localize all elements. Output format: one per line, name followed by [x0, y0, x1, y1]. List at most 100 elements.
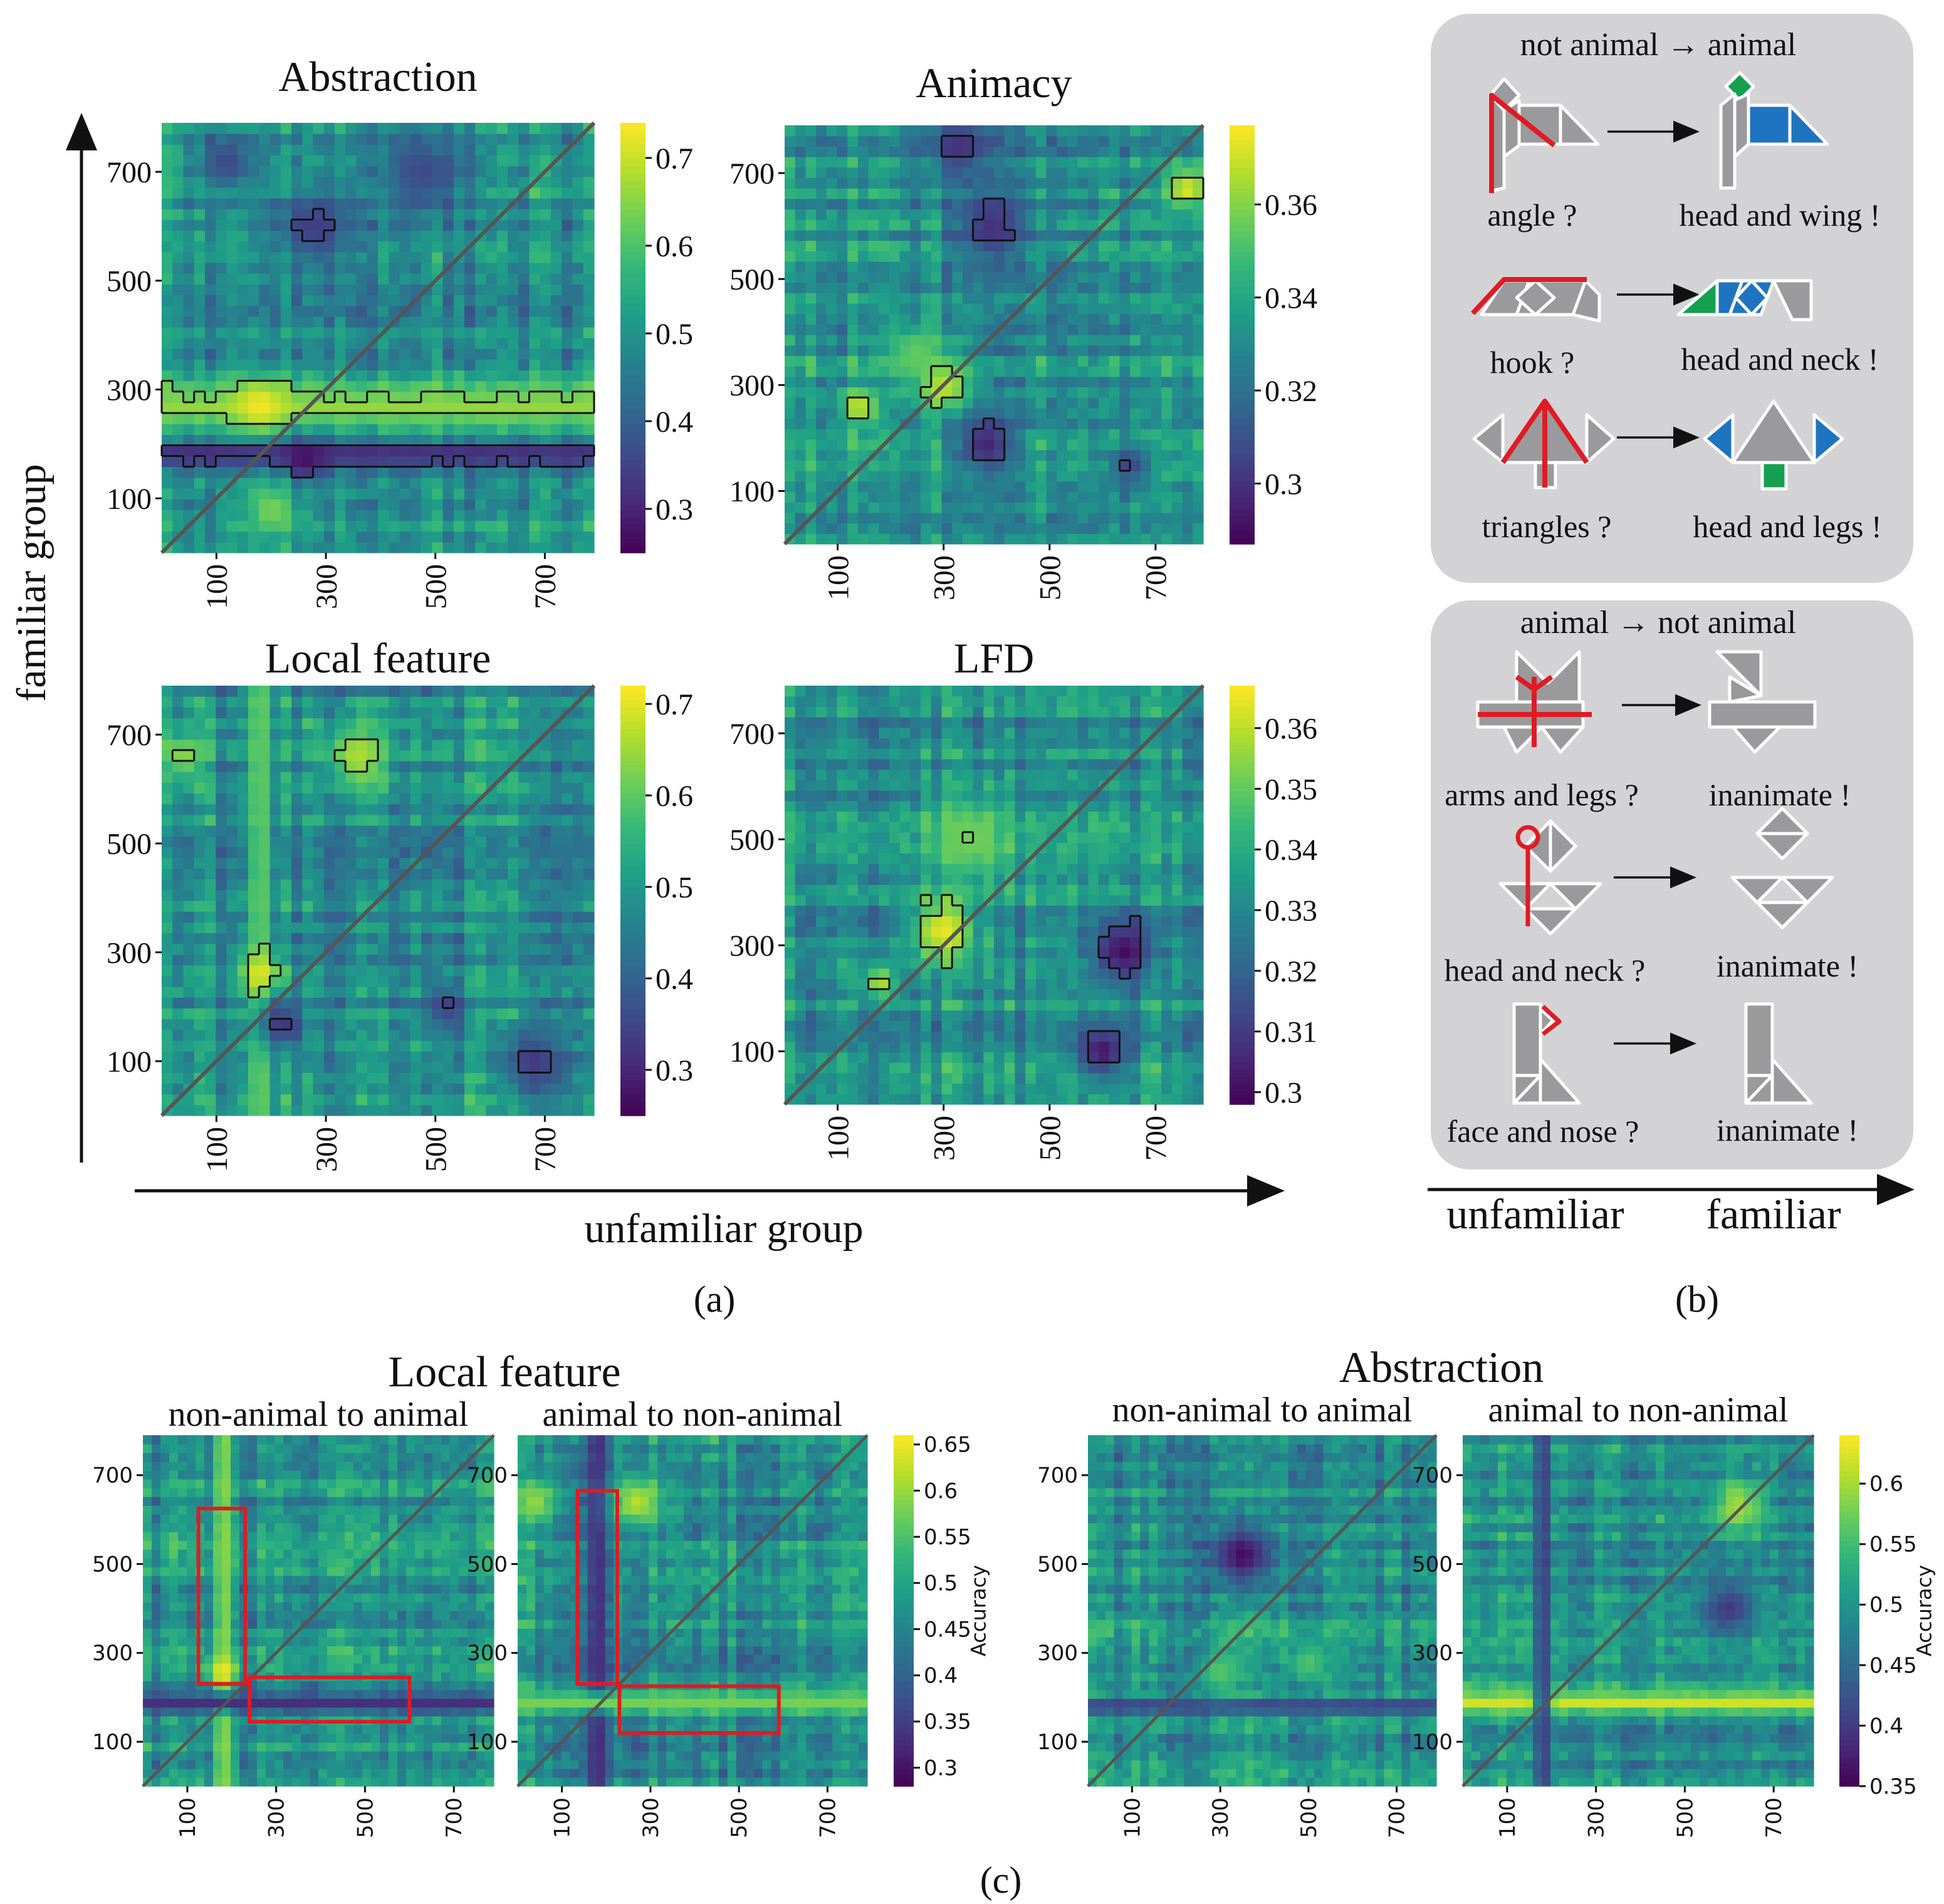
heatmap-cell — [378, 402, 389, 414]
heatmap-cell — [1036, 125, 1047, 136]
heatmap-cell — [1151, 303, 1162, 314]
heatmap-cell — [497, 836, 508, 847]
heatmap-cell — [443, 424, 454, 435]
heatmap-cell — [248, 761, 259, 772]
heatmap-cell — [454, 965, 465, 976]
heatmap-cell — [942, 419, 953, 429]
heatmap-cell — [983, 408, 994, 419]
heatmap-cell — [837, 261, 848, 272]
heatmap-cell — [184, 187, 195, 199]
heatmap-cell — [562, 219, 573, 231]
heatmap-cell — [184, 241, 195, 253]
heatmap-cell — [805, 471, 816, 481]
heatmap-cell — [400, 1094, 411, 1106]
heatmap-cell — [291, 133, 303, 145]
heatmap-cell — [302, 284, 313, 295]
heatmap-cell — [378, 825, 389, 837]
heatmap-cell — [1119, 136, 1130, 147]
heatmap-cell — [573, 446, 584, 457]
heatmap-cell — [291, 295, 303, 306]
heatmap-cell — [259, 1051, 270, 1062]
heatmap-cell — [302, 815, 313, 826]
heatmap-cell — [194, 348, 206, 360]
heatmap-cell — [324, 231, 335, 242]
colorbar-segment — [1230, 195, 1255, 202]
heatmap-cell — [573, 284, 584, 295]
heatmap-cell — [1047, 146, 1057, 157]
heatmap-cell — [1130, 335, 1141, 345]
heatmap-cell — [400, 219, 411, 231]
heatmap-cell — [162, 1084, 173, 1095]
heatmap-cell — [1172, 481, 1183, 492]
heatmap-cell — [816, 513, 827, 523]
panel-label-c: (c) — [980, 1860, 1022, 1901]
heatmap-cell — [942, 199, 953, 209]
heatmap-cell — [847, 355, 858, 366]
heatmap-cell — [530, 499, 541, 510]
heatmap-cell — [879, 533, 889, 544]
heatmap-cell — [1109, 125, 1120, 136]
heatmap-cell — [562, 944, 573, 955]
heatmap-cell — [785, 408, 795, 419]
heatmap-cell — [259, 1019, 270, 1030]
heatmap-cell — [942, 188, 953, 199]
heatmap-cell — [291, 434, 303, 446]
heatmap-cell — [1047, 251, 1057, 261]
heatmap-cell — [194, 965, 206, 976]
heatmap-cell — [1067, 219, 1078, 230]
heatmap-cell — [410, 1072, 422, 1084]
heatmap-cell — [973, 293, 984, 303]
heatmap-cell — [238, 772, 249, 783]
heatmap-cell — [313, 467, 325, 478]
colorbar-segment — [1230, 300, 1255, 307]
heatmap-cell — [1005, 345, 1015, 356]
colorbar-segment — [1230, 279, 1255, 286]
heatmap-cell — [1193, 314, 1203, 325]
heatmap-cell — [281, 478, 292, 489]
heatmap-cell — [238, 424, 249, 435]
heatmap-cell — [1141, 481, 1151, 492]
heatmap-cell — [324, 847, 335, 858]
heatmap-cell — [205, 446, 216, 457]
heatmap-cell — [551, 456, 562, 468]
heatmap-cell — [486, 284, 498, 295]
heatmap-cell — [497, 847, 508, 858]
heatmap-cell — [1161, 502, 1172, 513]
heatmap-cell — [443, 284, 454, 295]
heatmap-cell — [963, 251, 973, 261]
heatmap-0: Abstraction100300500700100 300 500 7000.30.… — [107, 53, 693, 609]
heatmap-cell — [827, 450, 837, 461]
heatmap-cell — [952, 502, 963, 513]
heatmap-cell — [205, 825, 216, 837]
heatmap-cell — [238, 922, 249, 933]
heatmap-cell — [389, 219, 400, 231]
heatmap-cell — [879, 366, 889, 377]
colorbar-segment — [1230, 265, 1255, 273]
heatmap-cell — [443, 348, 454, 360]
heatmap-cell — [1119, 303, 1130, 314]
heatmap-cell — [827, 460, 837, 471]
heatmap-cell — [573, 155, 584, 166]
heatmap-cell — [952, 439, 963, 450]
heatmap-cell — [184, 155, 195, 166]
heatmap-cell — [551, 933, 562, 944]
heatmap-cell — [464, 531, 476, 543]
heatmap-cell — [281, 1051, 292, 1062]
heatmap-cell — [389, 263, 400, 274]
heatmap-cell — [162, 933, 173, 944]
heatmap-cell — [281, 901, 292, 912]
heatmap-cell — [816, 167, 827, 178]
heatmap-cell — [583, 1019, 595, 1030]
colorbar-segment — [620, 331, 645, 338]
heatmap-cell — [900, 157, 911, 167]
heatmap-cell — [952, 303, 963, 314]
heatmap-cell — [172, 804, 184, 815]
heatmap-cell — [421, 219, 432, 231]
heatmap-cell — [837, 355, 848, 366]
heatmap-cell — [432, 933, 443, 944]
heatmap-cell — [518, 815, 530, 826]
heatmap-cell — [216, 815, 227, 826]
heatmap-cell — [1057, 199, 1067, 209]
heatmap-cell — [443, 847, 454, 858]
heatmap-cell — [367, 144, 379, 155]
